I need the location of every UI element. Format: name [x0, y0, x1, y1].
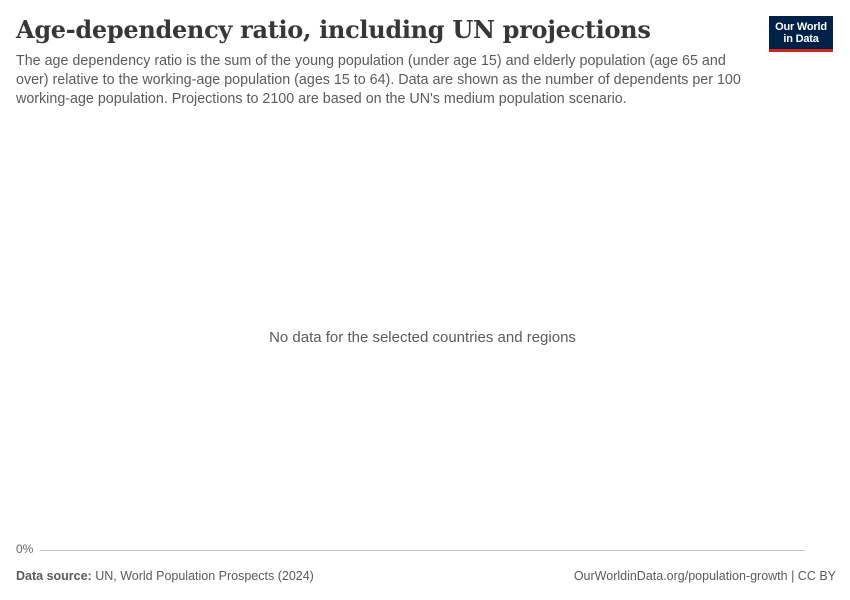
logo-line-2: in Data — [783, 32, 819, 45]
data-source: Data source: UN, World Population Prospe… — [16, 569, 314, 583]
owid-logo[interactable]: Our World in Data — [769, 16, 833, 52]
logo-line-1: Our World — [775, 20, 827, 33]
x-axis-baseline — [40, 550, 805, 551]
chart-subtitle: The age dependency ratio is the sum of t… — [16, 53, 741, 107]
data-source-value[interactable]: UN, World Population Prospects (2024) — [95, 569, 314, 583]
chart-title: Age-dependency ratio, including UN proje… — [16, 15, 651, 44]
attribution-link[interactable]: OurWorldinData.org/population-growth | C… — [573, 569, 836, 583]
y-axis-tick-label: 0% — [16, 542, 34, 556]
no-data-message: No data for the selected countries and r… — [269, 329, 576, 346]
data-source-label: Data source: — [16, 569, 92, 583]
